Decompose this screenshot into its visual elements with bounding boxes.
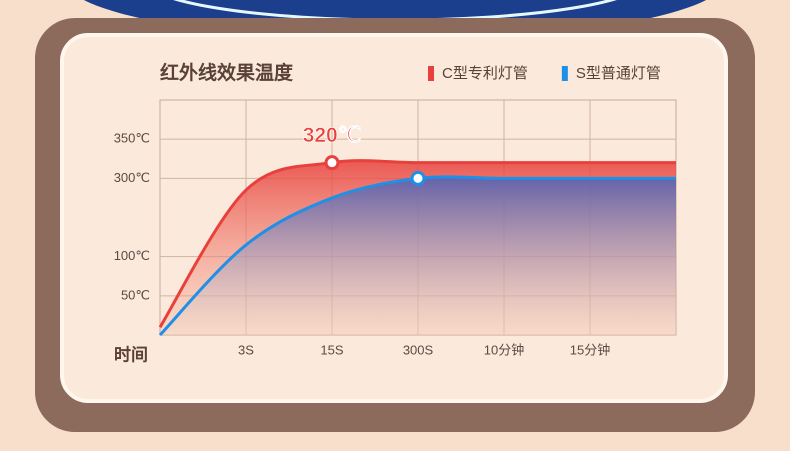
x-tick-label: 3S bbox=[238, 342, 254, 357]
legend-swatch bbox=[561, 66, 568, 81]
peak-marker bbox=[410, 170, 426, 186]
line bbox=[158, 159, 676, 328]
x-tick-label: 15S bbox=[320, 342, 343, 357]
chart-title: 红外线效果温度 bbox=[160, 61, 294, 84]
legend-label: S型普通灯管 bbox=[576, 65, 661, 82]
peak-marker bbox=[324, 155, 340, 171]
x-tick-label: 300S bbox=[403, 342, 434, 357]
legend-label: C型专利灯管 bbox=[442, 65, 528, 82]
x-tick-label: 10分钟 bbox=[484, 342, 524, 357]
annotation: 320℃ bbox=[303, 124, 362, 147]
y-tick-label: 50℃ bbox=[121, 287, 150, 302]
y-tick-label: 300℃ bbox=[114, 170, 150, 185]
y-tick-label: 350℃ bbox=[114, 131, 150, 146]
y-tick-label: 100℃ bbox=[114, 248, 150, 263]
x-axis-label: 时间 bbox=[114, 344, 148, 364]
area bbox=[160, 176, 676, 335]
legend-swatch bbox=[428, 66, 434, 81]
x-tick-label: 15分钟 bbox=[570, 342, 610, 357]
